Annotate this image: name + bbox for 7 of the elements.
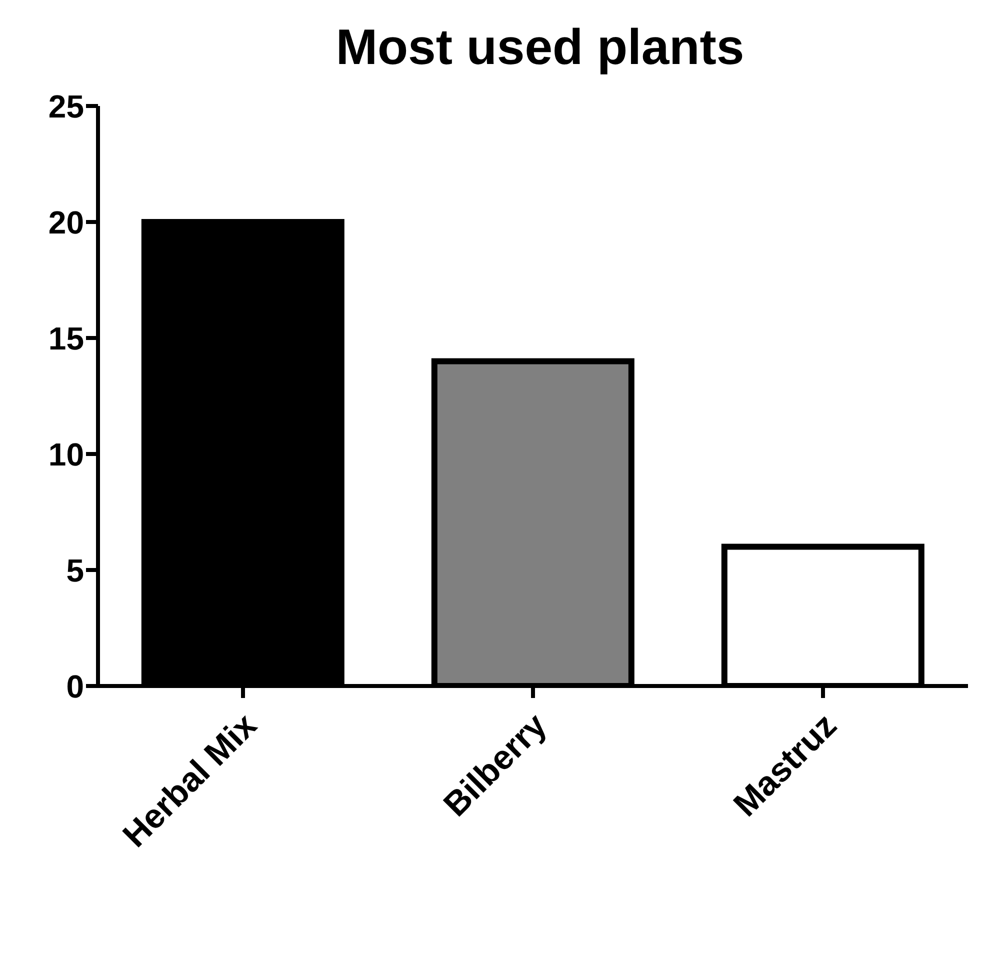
- y-tick-label: 25: [48, 88, 84, 124]
- y-tick-label: 15: [48, 320, 84, 356]
- y-tick-label: 0: [66, 668, 84, 704]
- y-tick-label: 10: [48, 436, 84, 472]
- chart-title: Most used plants: [334, 18, 746, 76]
- y-tick-label: 20: [48, 204, 84, 240]
- y-tick-label: 5: [66, 552, 84, 588]
